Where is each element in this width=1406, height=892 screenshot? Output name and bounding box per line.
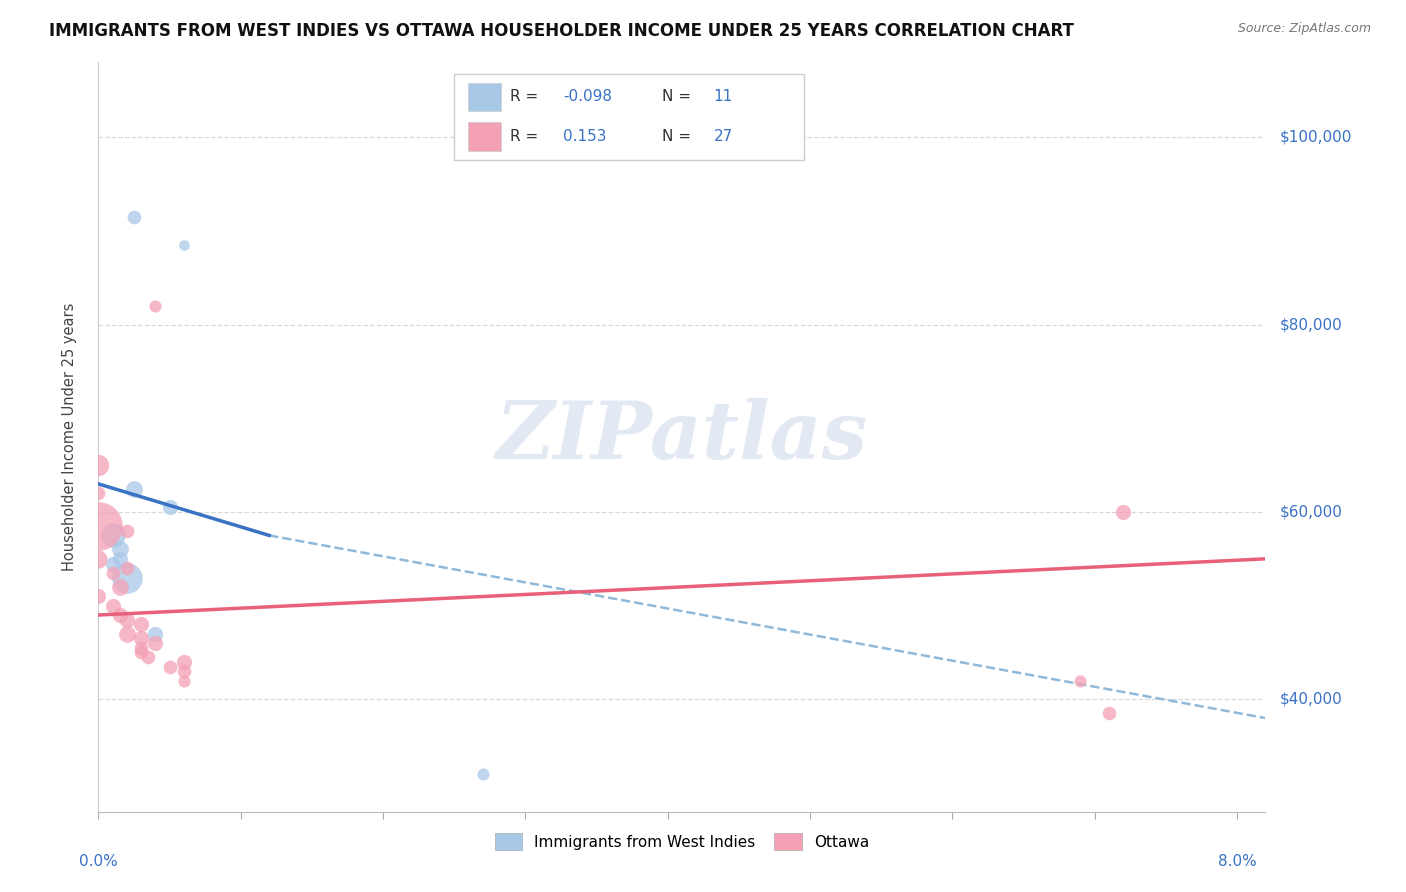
Point	[87, 519, 110, 533]
Text: Source: ZipAtlas.com: Source: ZipAtlas.com	[1237, 22, 1371, 36]
Point	[108, 551, 131, 566]
Text: 27: 27	[713, 129, 733, 145]
Text: 0.153: 0.153	[562, 129, 606, 145]
Point	[108, 580, 131, 594]
Text: N =: N =	[662, 129, 696, 145]
Point	[173, 655, 195, 669]
Point	[87, 590, 110, 604]
Point	[115, 561, 138, 575]
Text: N =: N =	[662, 89, 696, 104]
Point	[173, 664, 195, 679]
Point	[101, 566, 124, 580]
Point	[122, 482, 145, 496]
Point	[1112, 505, 1135, 519]
Point	[87, 458, 110, 473]
Point	[115, 571, 138, 585]
Text: IMMIGRANTS FROM WEST INDIES VS OTTAWA HOUSEHOLDER INCOME UNDER 25 YEARS CORRELAT: IMMIGRANTS FROM WEST INDIES VS OTTAWA HO…	[49, 22, 1074, 40]
Point	[115, 524, 138, 538]
Text: $40,000: $40,000	[1279, 692, 1343, 706]
Text: 0.0%: 0.0%	[79, 854, 118, 869]
Point	[159, 500, 181, 515]
Point	[129, 646, 152, 660]
Point	[471, 767, 494, 781]
Point	[173, 238, 195, 252]
Point	[129, 632, 152, 646]
Point	[143, 636, 166, 650]
FancyBboxPatch shape	[454, 74, 804, 160]
Text: $100,000: $100,000	[1279, 130, 1351, 145]
Text: $80,000: $80,000	[1279, 318, 1343, 332]
Point	[108, 608, 131, 623]
Point	[159, 659, 181, 673]
Point	[1069, 673, 1091, 688]
Point	[143, 299, 166, 313]
Point	[129, 640, 152, 655]
Point	[101, 528, 124, 542]
Text: R =: R =	[510, 89, 544, 104]
Text: R =: R =	[510, 129, 544, 145]
Point	[115, 613, 138, 627]
Point	[129, 617, 152, 632]
Point	[87, 551, 110, 566]
Bar	[468, 122, 501, 151]
Point	[108, 542, 131, 557]
Point	[143, 626, 166, 640]
Point	[122, 210, 145, 224]
Text: ZIPatlas: ZIPatlas	[496, 399, 868, 475]
Point	[173, 673, 195, 688]
Text: 8.0%: 8.0%	[1218, 854, 1257, 869]
Point	[115, 626, 138, 640]
Bar	[468, 83, 501, 112]
Point	[87, 486, 110, 500]
Point	[136, 650, 159, 665]
Text: 11: 11	[713, 89, 733, 104]
Point	[101, 557, 124, 571]
Y-axis label: Householder Income Under 25 years: Householder Income Under 25 years	[62, 303, 77, 571]
Point	[1098, 706, 1121, 721]
Text: $60,000: $60,000	[1279, 505, 1343, 519]
Legend: Immigrants from West Indies, Ottawa: Immigrants from West Indies, Ottawa	[489, 827, 875, 856]
Text: -0.098: -0.098	[562, 89, 612, 104]
Point	[101, 599, 124, 613]
